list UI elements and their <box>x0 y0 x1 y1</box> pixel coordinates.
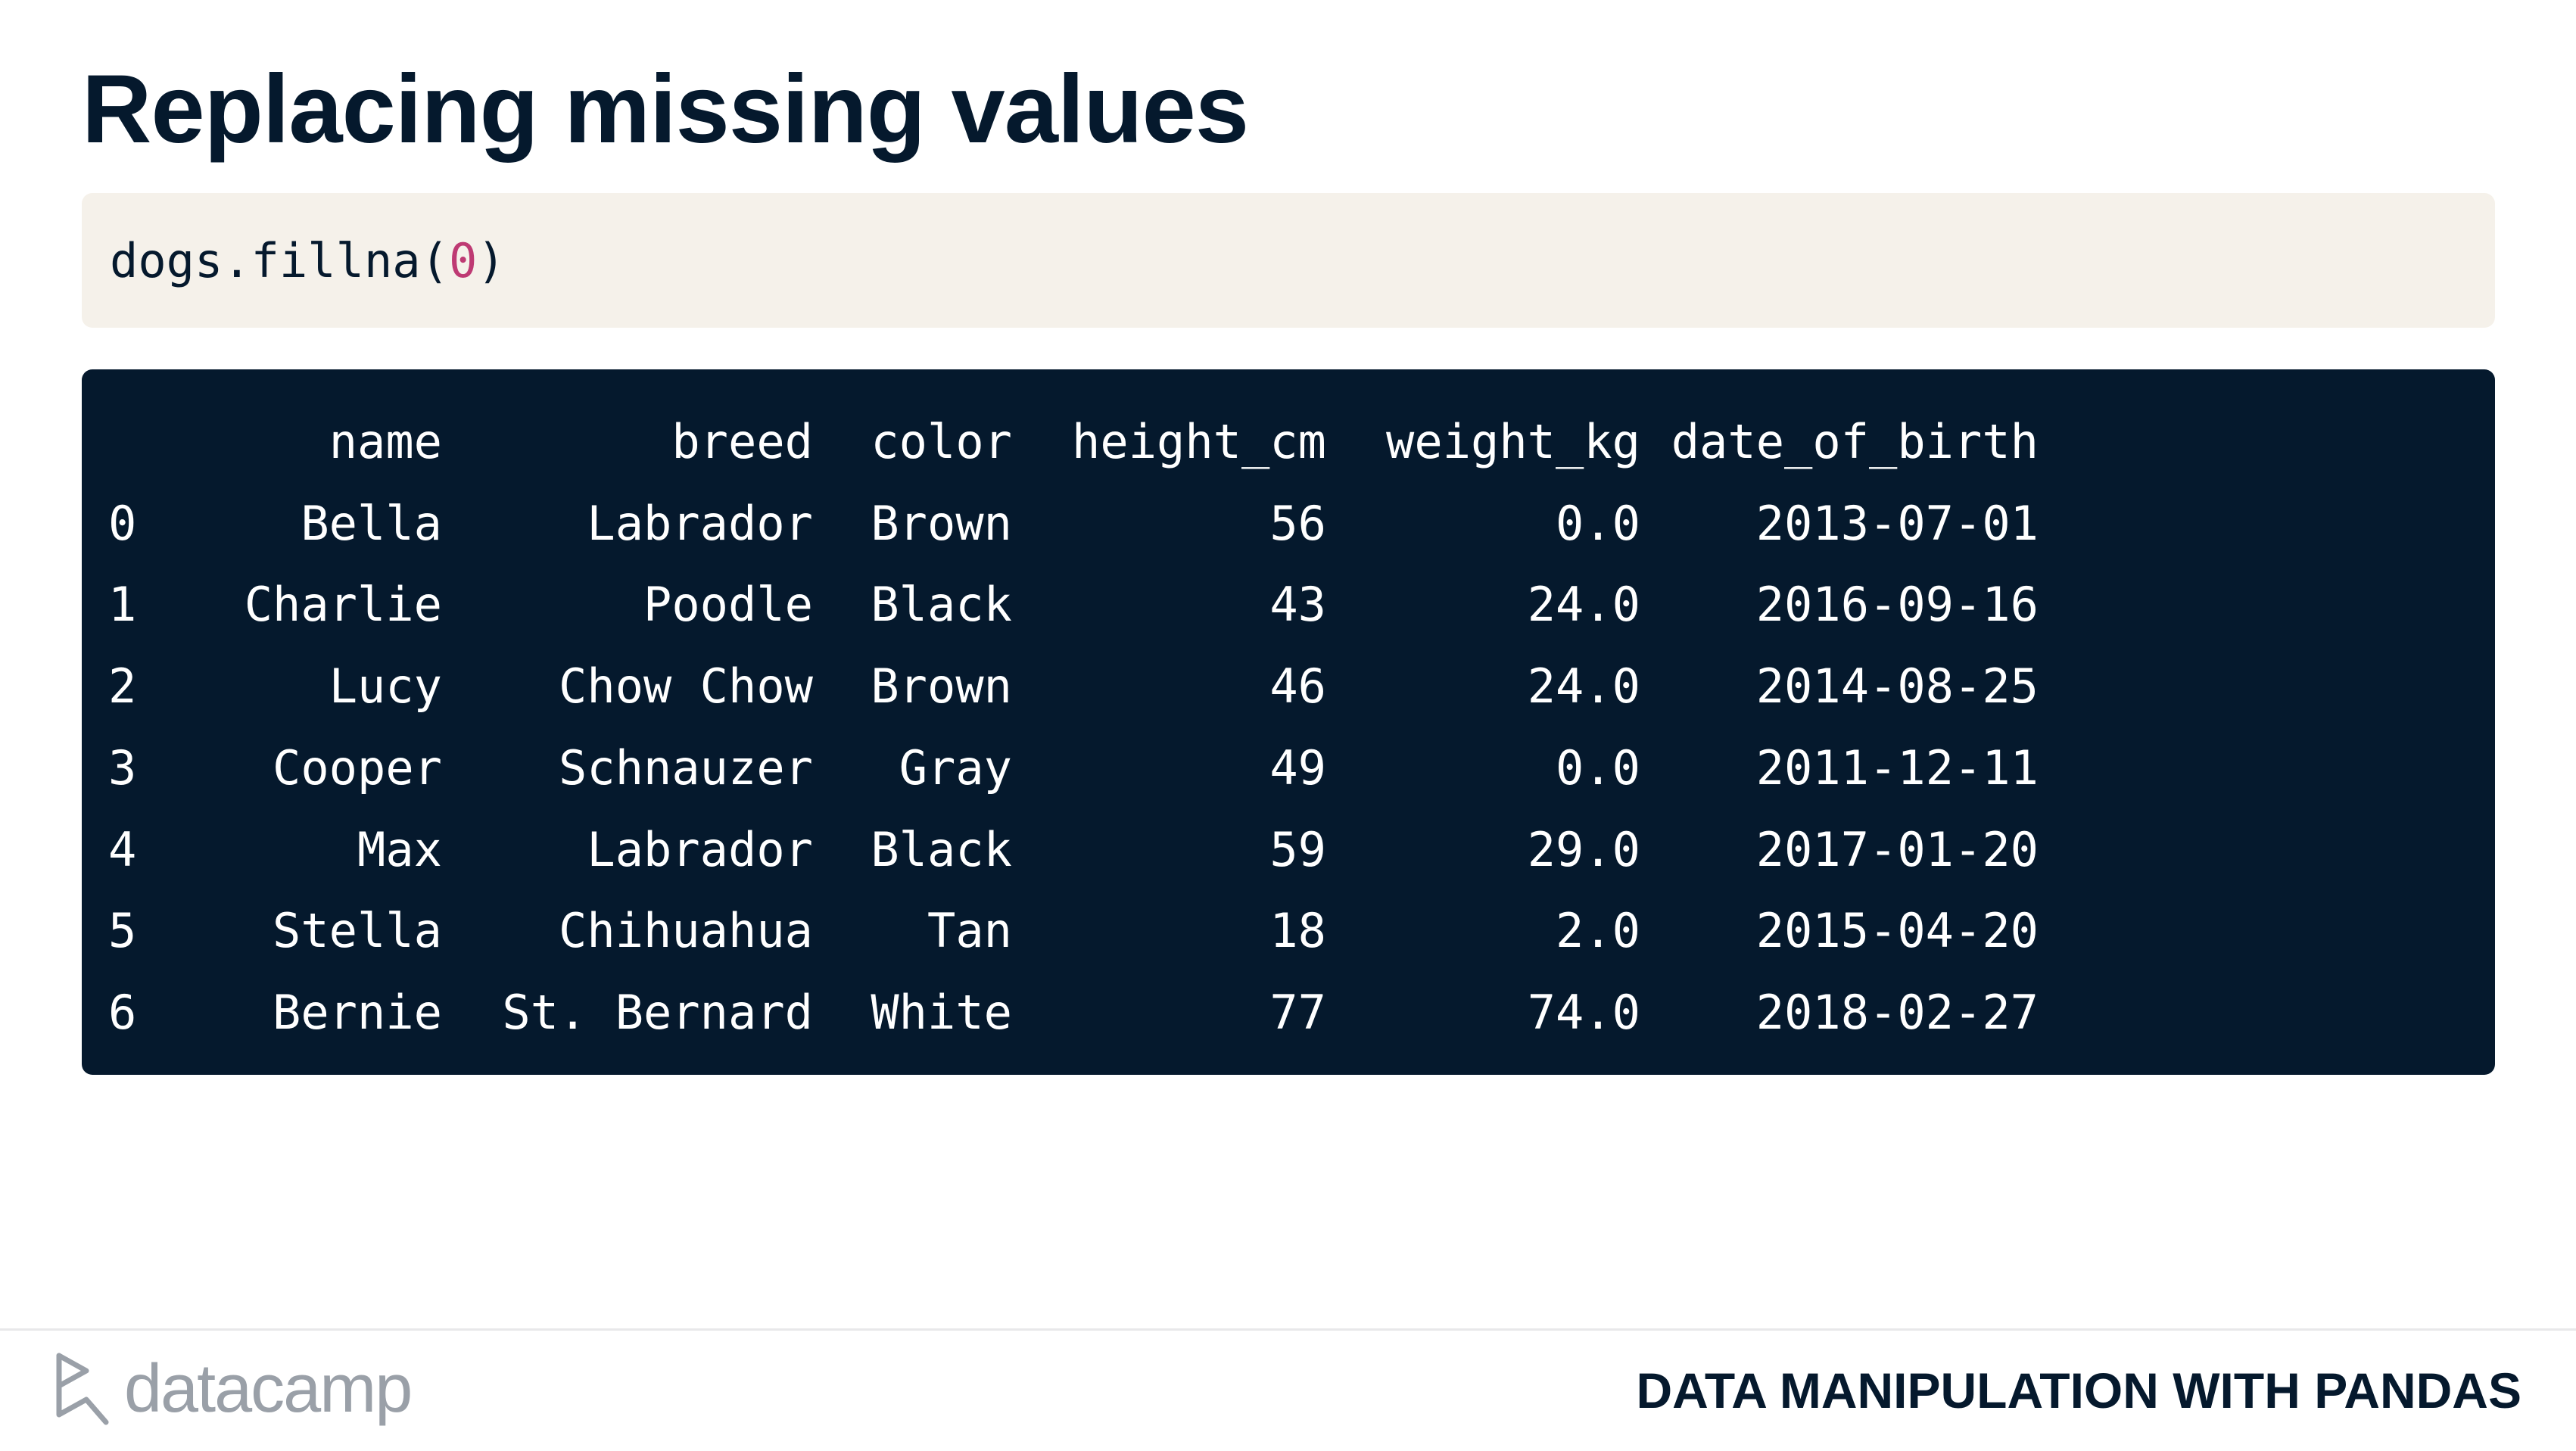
cell-name: Max <box>357 821 442 877</box>
datacamp-logo: datacamp <box>53 1347 413 1431</box>
cell-color: Black <box>871 821 1012 877</box>
cell-weight-kg: 0.0 <box>1556 495 1640 551</box>
cell-date-of-birth: 2018-02-27 <box>1755 984 2039 1040</box>
cell-color: Black <box>871 577 1012 633</box>
cell-name: Cooper <box>273 740 442 796</box>
dataframe-table: name breed color height_cm weight_kg dat… <box>108 401 2039 1054</box>
cell-breed: Labrador <box>587 495 813 551</box>
cell-color: White <box>871 984 1012 1040</box>
cell-breed: Chihuahua <box>559 903 813 959</box>
cell-color: Brown <box>871 659 1012 715</box>
cell-height-cm: 77 <box>1269 984 1326 1040</box>
cell-weight-kg: 2.0 <box>1556 903 1640 959</box>
cell-weight-kg: 24.0 <box>1527 577 1640 633</box>
row-index: 0 <box>108 495 137 551</box>
cell-date-of-birth: 2013-07-01 <box>1755 495 2039 551</box>
cell-color: Tan <box>927 903 1012 959</box>
table-row: 6 Bernie St. Bernard White 77 74.0 2018-… <box>108 972 2039 1054</box>
row-index: 1 <box>108 577 137 633</box>
cell-breed: Labrador <box>587 821 813 877</box>
cell-height-cm: 18 <box>1269 903 1326 959</box>
column-header-date-of-birth: date_of_birth <box>1671 414 2039 469</box>
table-row: 1 Charlie Poodle Black 43 24.0 2016-09-1… <box>108 564 2039 646</box>
cell-weight-kg: 24.0 <box>1527 659 1640 715</box>
cell-name: Charlie <box>244 577 442 633</box>
row-index: 5 <box>108 903 137 959</box>
cell-breed: Schnauzer <box>559 740 813 796</box>
row-index: 4 <box>108 821 137 877</box>
cell-name: Bella <box>301 495 442 551</box>
table-row: 5 Stella Chihuahua Tan 18 2.0 2015-04-20 <box>108 890 2039 972</box>
cell-color: Brown <box>871 495 1012 551</box>
cell-name: Lucy <box>329 659 442 715</box>
cell-height-cm: 46 <box>1269 659 1326 715</box>
cell-name: Bernie <box>273 984 442 1040</box>
cell-date-of-birth: 2015-04-20 <box>1755 903 2039 959</box>
cell-height-cm: 49 <box>1269 740 1326 796</box>
column-header-weight-kg: weight_kg <box>1386 414 1640 469</box>
table-row: 3 Cooper Schnauzer Gray 49 0.0 2011-12-1… <box>108 727 2039 809</box>
code-argument: 0 <box>448 232 478 288</box>
code-cell: dogs.fillna(0) <box>82 193 2495 328</box>
code-prefix: dogs.fillna( <box>110 232 449 288</box>
datacamp-logo-icon <box>56 1353 109 1425</box>
table-row: 0 Bella Labrador Brown 56 0.0 2013-07-01 <box>108 483 2039 565</box>
cell-date-of-birth: 2014-08-25 <box>1755 659 2039 715</box>
table-header-row: name breed color height_cm weight_kg dat… <box>108 401 2039 483</box>
cell-breed: Poodle <box>643 577 813 633</box>
column-header-color: color <box>871 414 1012 469</box>
cell-height-cm: 56 <box>1269 495 1326 551</box>
cell-height-cm: 59 <box>1269 821 1326 877</box>
cell-breed: St. Bernard <box>502 984 813 1040</box>
code-suffix: ) <box>477 232 506 288</box>
dataframe-output: name breed color height_cm weight_kg dat… <box>82 369 2495 1075</box>
row-index: 6 <box>108 984 137 1040</box>
footer-divider <box>0 1328 2576 1331</box>
cell-date-of-birth: 2017-01-20 <box>1755 821 2039 877</box>
table-row: 4 Max Labrador Black 59 29.0 2017-01-20 <box>108 809 2039 891</box>
cell-name: Stella <box>273 903 442 959</box>
table-row: 2 Lucy Chow Chow Brown 46 24.0 2014-08-2… <box>108 646 2039 727</box>
slide-title: Replacing missing values <box>82 55 1249 163</box>
cell-weight-kg: 74.0 <box>1527 984 1640 1040</box>
cell-color: Gray <box>899 740 1012 796</box>
column-header-breed: breed <box>671 414 813 469</box>
cell-weight-kg: 29.0 <box>1527 821 1640 877</box>
cell-breed: Chow Chow <box>559 659 813 715</box>
brand-name: datacamp <box>124 1351 413 1427</box>
row-index: 2 <box>108 659 137 715</box>
course-title: DATA MANIPULATION WITH PANDAS <box>1636 1362 2521 1418</box>
column-header-name: name <box>329 414 442 469</box>
cell-date-of-birth: 2016-09-16 <box>1755 577 2039 633</box>
cell-weight-kg: 0.0 <box>1556 740 1640 796</box>
index-header <box>108 401 166 483</box>
cell-height-cm: 43 <box>1269 577 1326 633</box>
cell-date-of-birth: 2011-12-11 <box>1755 740 2039 796</box>
row-index: 3 <box>108 740 137 796</box>
column-header-height-cm: height_cm <box>1072 414 1326 469</box>
